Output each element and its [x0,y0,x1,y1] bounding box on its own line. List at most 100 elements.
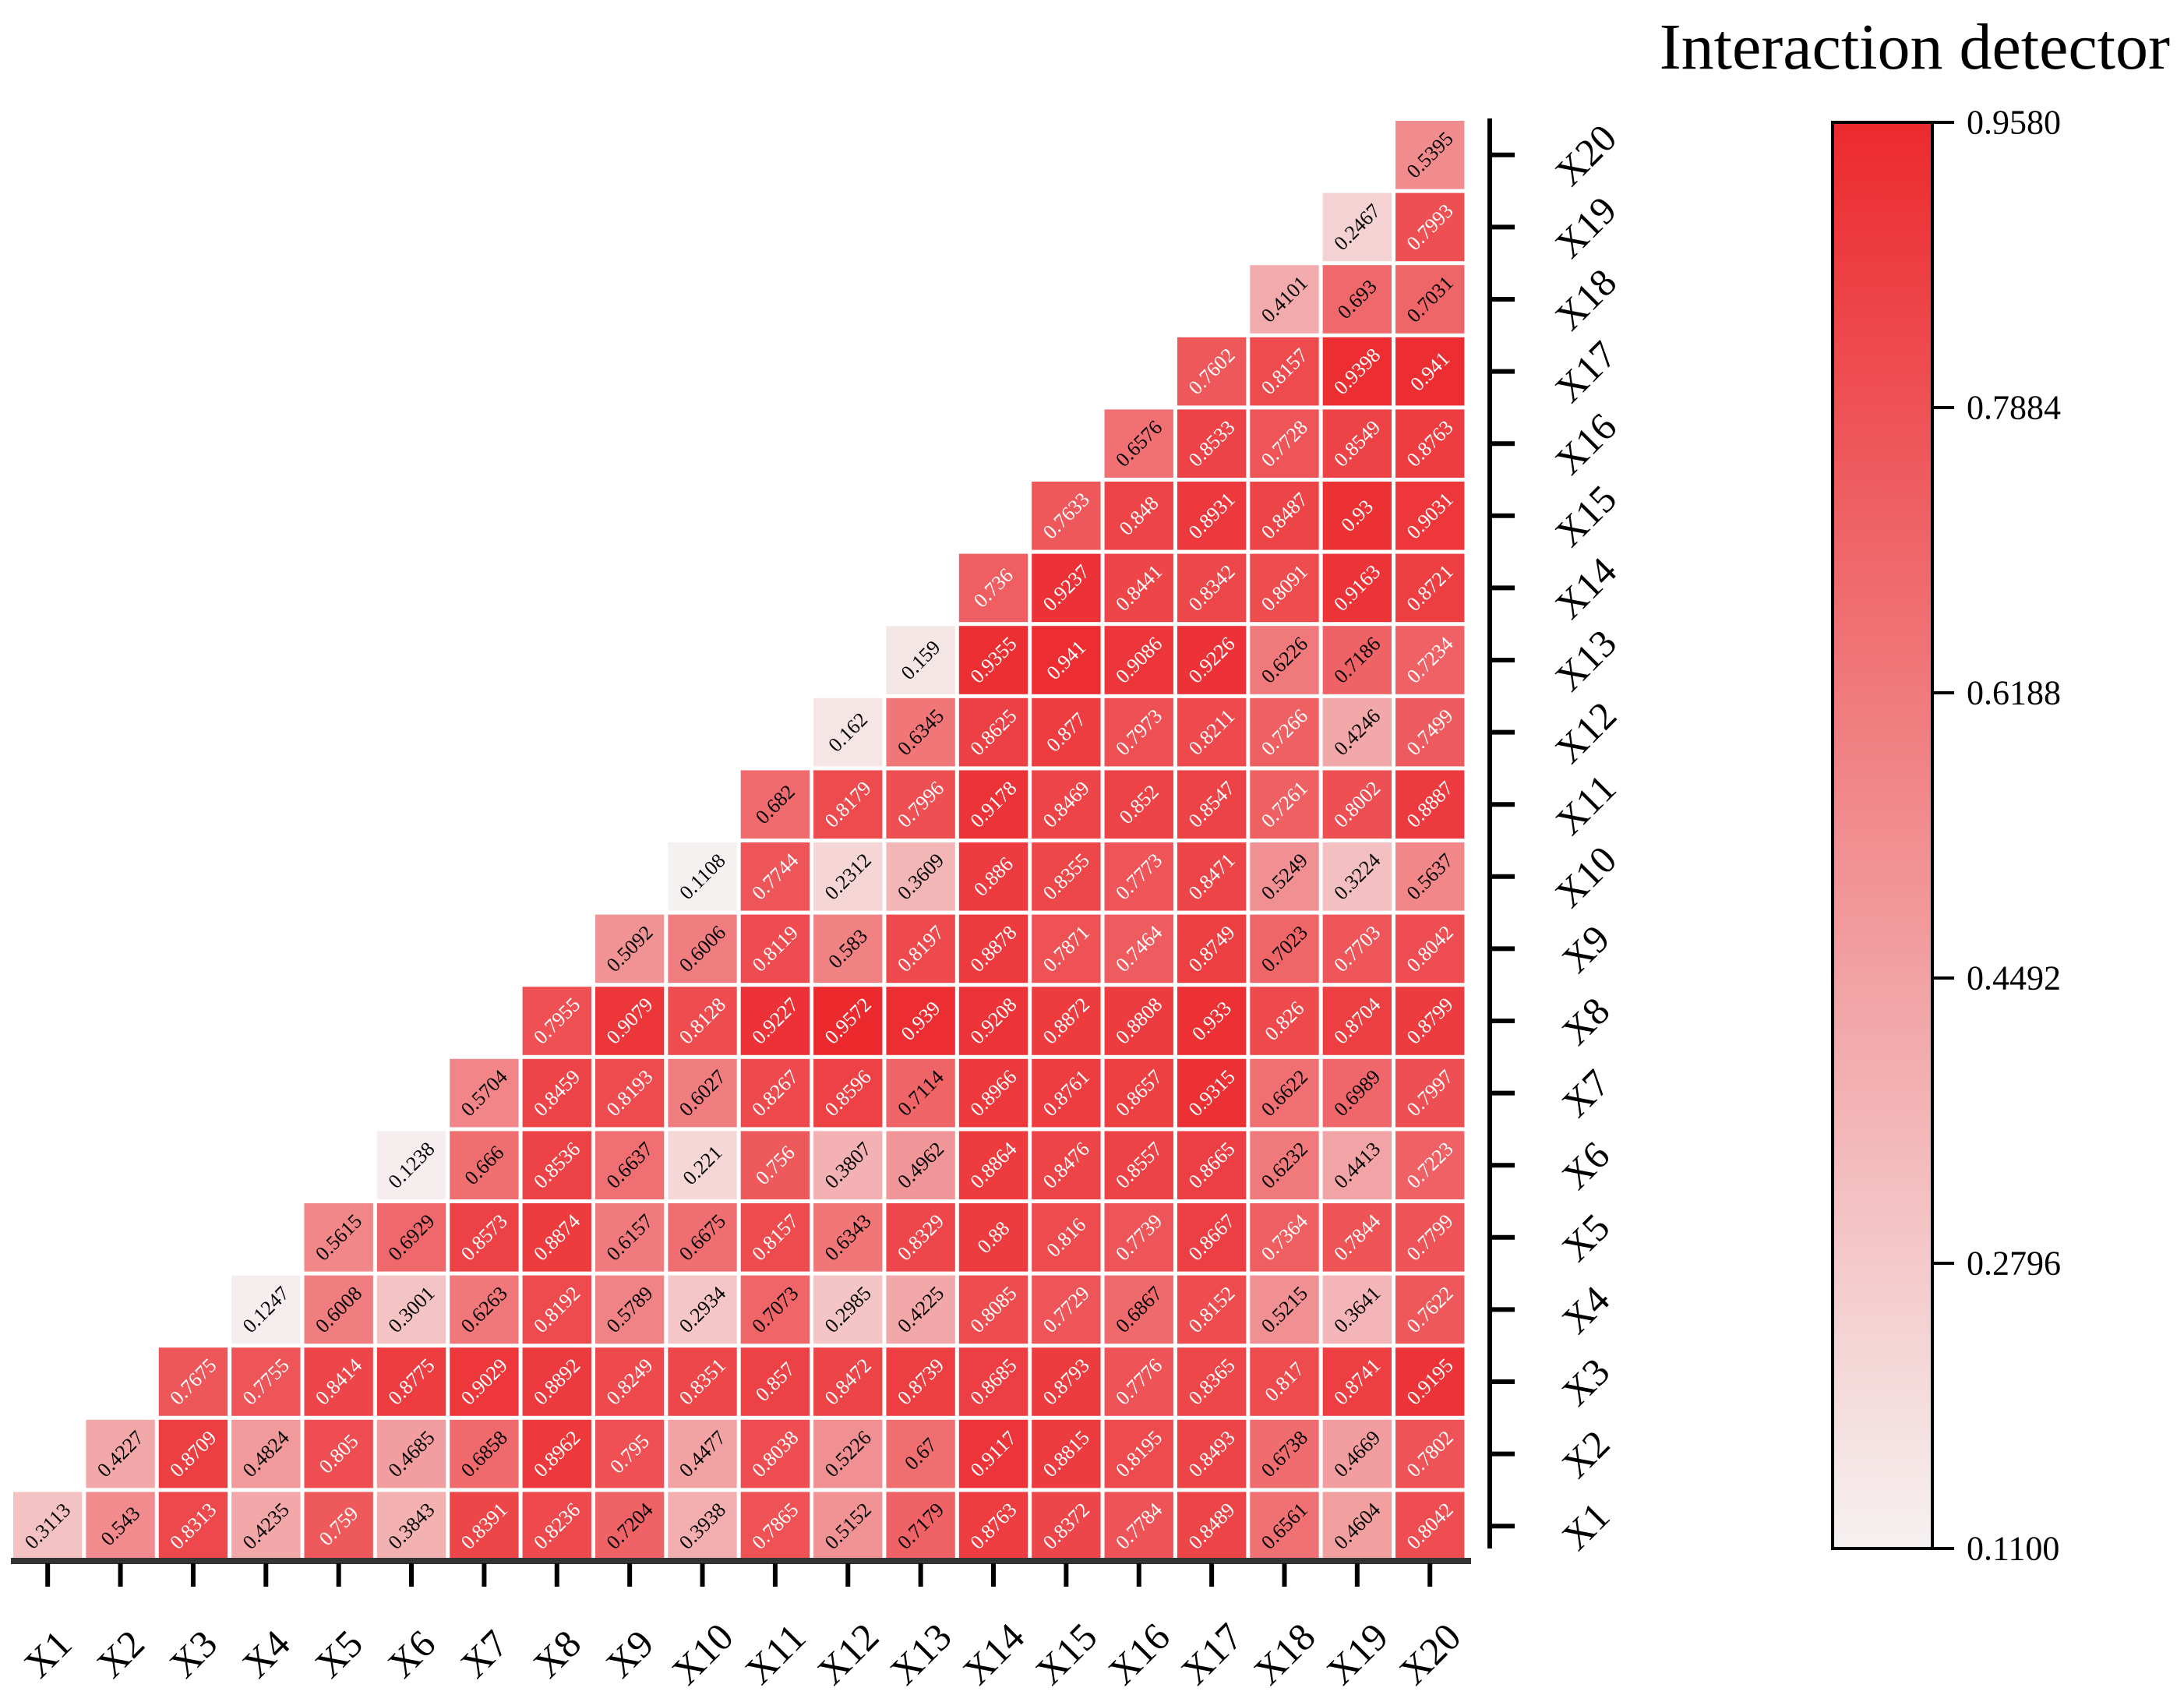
cell-x17-x16 [1177,409,1247,478]
cell-x13-x5 [886,1203,955,1272]
colorbar-tick-label: 0.4492 [1967,959,2061,998]
cell-x8-x3 [522,1347,591,1416]
cell-x2-x1 [86,1492,155,1560]
cell-x17-x3 [1177,1347,1247,1416]
cell-x18-x13 [1250,626,1319,694]
cell-x16-x16 [1104,409,1173,478]
cell-x11-x7 [740,1058,810,1128]
cell-x20-x18 [1395,265,1465,334]
x-tick-label: X12 [809,1615,887,1693]
cell-x9-x8 [595,987,665,1055]
y-tick-label: X12 [1547,693,1625,771]
cell-x5-x2 [304,1419,373,1488]
y-tick-label: X4 [1554,1277,1618,1342]
cell-x7-x7 [450,1058,519,1128]
cell-x16-x4 [1104,1275,1173,1344]
cell-x15-x7 [1032,1058,1101,1128]
cell-x16-x14 [1104,553,1173,623]
cell-x17-x8 [1177,987,1247,1055]
y-tick-label: X2 [1554,1421,1618,1486]
cell-x5-x4 [304,1275,373,1344]
y-tick-label: X5 [1554,1205,1618,1269]
cell-x17-x11 [1177,770,1247,839]
y-tick-label: X15 [1547,477,1625,555]
y-tick-label: X19 [1547,188,1625,266]
cell-x17-x15 [1177,482,1247,550]
cell-x1-x1 [13,1492,83,1560]
cell-x18-x14 [1250,553,1319,623]
cell-x8-x8 [522,987,591,1055]
cell-x9-x2 [595,1419,665,1488]
cell-x17-x14 [1177,553,1247,623]
x-tick-label: X16 [1099,1615,1177,1693]
cell-x9-x3 [595,1347,665,1416]
colorbar-ticks: 0.1100 0.2796 0.4492 0.6188 0.7884 0.9580 [1932,104,2061,1568]
cell-x5-x3 [304,1347,373,1416]
cell-x6-x3 [376,1347,446,1416]
cell-x16-x11 [1104,770,1173,839]
cell-x10-x4 [668,1275,737,1344]
cell-x9-x9 [595,914,665,983]
y-tick-label: X17 [1547,332,1625,410]
cell-x18-x6 [1250,1131,1319,1199]
cell-x12-x11 [813,770,883,839]
cell-x11-x9 [740,914,810,983]
cell-x20-x6 [1395,1131,1465,1199]
cell-x12-x1 [813,1492,883,1560]
cell-x4-x1 [231,1492,301,1560]
cell-x15-x2 [1032,1419,1101,1488]
colorbar-tick-label: 0.1100 [1967,1530,2059,1568]
cell-x19-x12 [1322,697,1392,767]
x-tick-label: X10 [663,1615,741,1693]
cell-x20-x8 [1395,987,1465,1055]
cell-x12-x12 [813,697,883,767]
cell-x4-x2 [231,1419,301,1488]
cell-x15-x13 [1032,626,1101,694]
cell-x4-x4 [231,1275,301,1344]
y-tick-label: X14 [1547,549,1625,627]
cell-x15-x3 [1032,1347,1101,1416]
cell-x17-x1 [1177,1492,1247,1560]
cell-x13-x7 [886,1058,955,1128]
cell-x14-x6 [958,1131,1028,1199]
cell-x19-x3 [1322,1347,1392,1416]
cell-x18-x9 [1250,914,1319,983]
cell-x18-x11 [1250,770,1319,839]
cell-x7-x5 [450,1203,519,1272]
cell-x11-x5 [740,1203,810,1272]
cell-x16-x6 [1104,1131,1173,1199]
cell-x16-x5 [1104,1203,1173,1272]
cell-x15-x5 [1032,1203,1101,1272]
x-tick-label: X14 [954,1615,1032,1693]
cell-x13-x8 [886,987,955,1055]
cell-x13-x6 [886,1131,955,1199]
cell-x14-x2 [958,1419,1028,1488]
cell-x14-x1 [958,1492,1028,1560]
cell-x17-x5 [1177,1203,1247,1272]
x-tick-label: X5 [306,1622,371,1686]
cell-x18-x7 [1250,1058,1319,1128]
cell-x8-x1 [522,1492,591,1560]
cell-x10-x6 [668,1131,737,1199]
cell-x3-x1 [158,1492,228,1560]
cell-x11-x10 [740,842,810,911]
cell-x16-x13 [1104,626,1173,694]
x-tick-label: X9 [598,1622,662,1686]
cell-x20-x15 [1395,482,1465,550]
cell-x19-x4 [1322,1275,1392,1344]
cell-x18-x8 [1250,987,1319,1055]
cell-x20-x4 [1395,1275,1465,1344]
cell-x11-x1 [740,1492,810,1560]
cell-x19-x15 [1322,482,1392,550]
cell-x10-x9 [668,914,737,983]
cell-x7-x1 [450,1492,519,1560]
cell-x13-x3 [886,1347,955,1416]
y-tick-label: X7 [1554,1061,1618,1125]
x-tick-label: X8 [524,1622,589,1686]
cell-x9-x5 [595,1203,665,1272]
cell-x3-x2 [158,1419,228,1488]
cell-x20-x5 [1395,1203,1465,1272]
y-tick-label: X16 [1547,404,1625,482]
y-tick-label: X3 [1554,1350,1618,1414]
cell-x18-x10 [1250,842,1319,911]
